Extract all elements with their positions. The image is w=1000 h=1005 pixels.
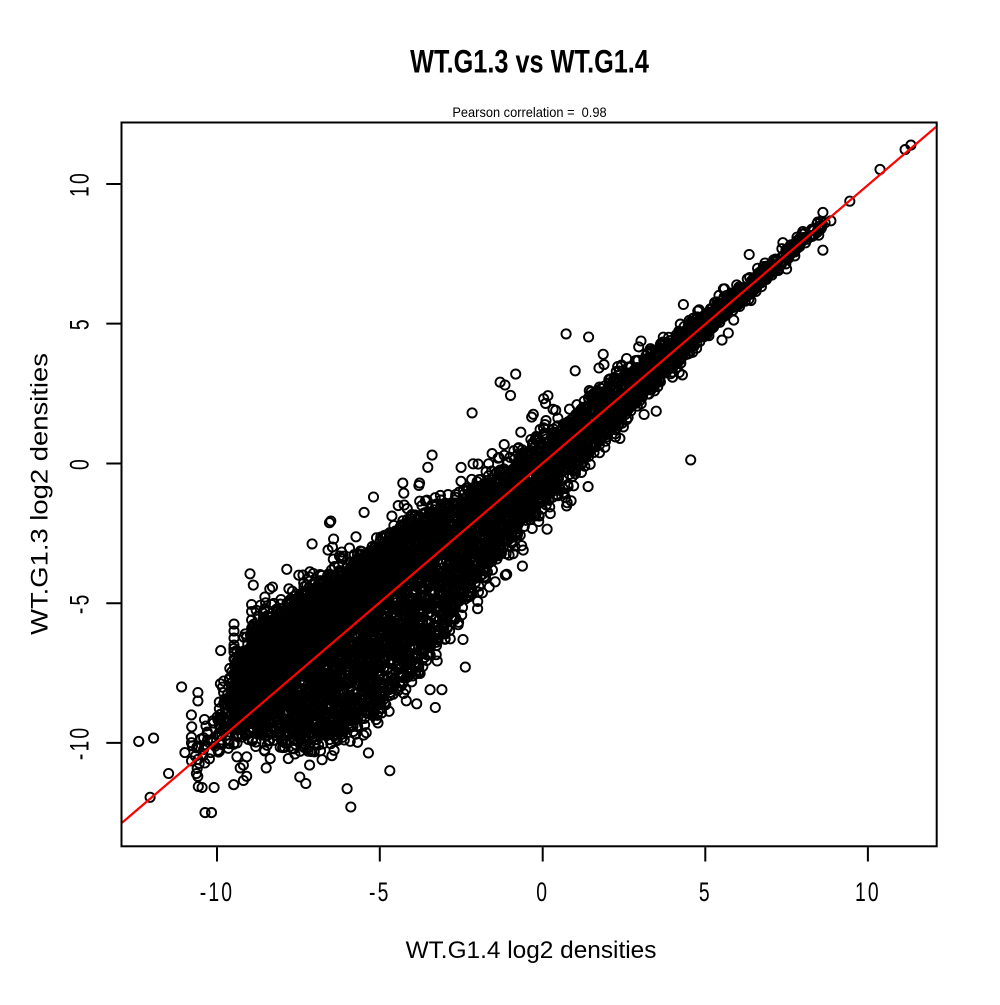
svg-text:5: 5 xyxy=(65,317,95,330)
svg-text:WT.G1.3 log2 densities: WT.G1.3 log2 densities xyxy=(27,353,53,635)
svg-text:5: 5 xyxy=(699,877,712,907)
svg-text:10: 10 xyxy=(65,171,95,197)
svg-text:-10: -10 xyxy=(200,877,235,907)
svg-text:-5: -5 xyxy=(65,593,95,615)
svg-text:WT.G1.4 log2 densities: WT.G1.4 log2 densities xyxy=(406,937,657,964)
svg-text:0: 0 xyxy=(65,457,95,470)
svg-text:0: 0 xyxy=(536,877,549,907)
svg-text:10: 10 xyxy=(855,877,881,907)
svg-text:-10: -10 xyxy=(65,726,95,761)
svg-text:-5: -5 xyxy=(369,877,391,907)
svg-text:WT.G1.3 vs WT.G1.4: WT.G1.3 vs WT.G1.4 xyxy=(410,45,649,81)
svg-text:Pearson correlation = 0.98: Pearson correlation = 0.98 xyxy=(452,105,606,120)
